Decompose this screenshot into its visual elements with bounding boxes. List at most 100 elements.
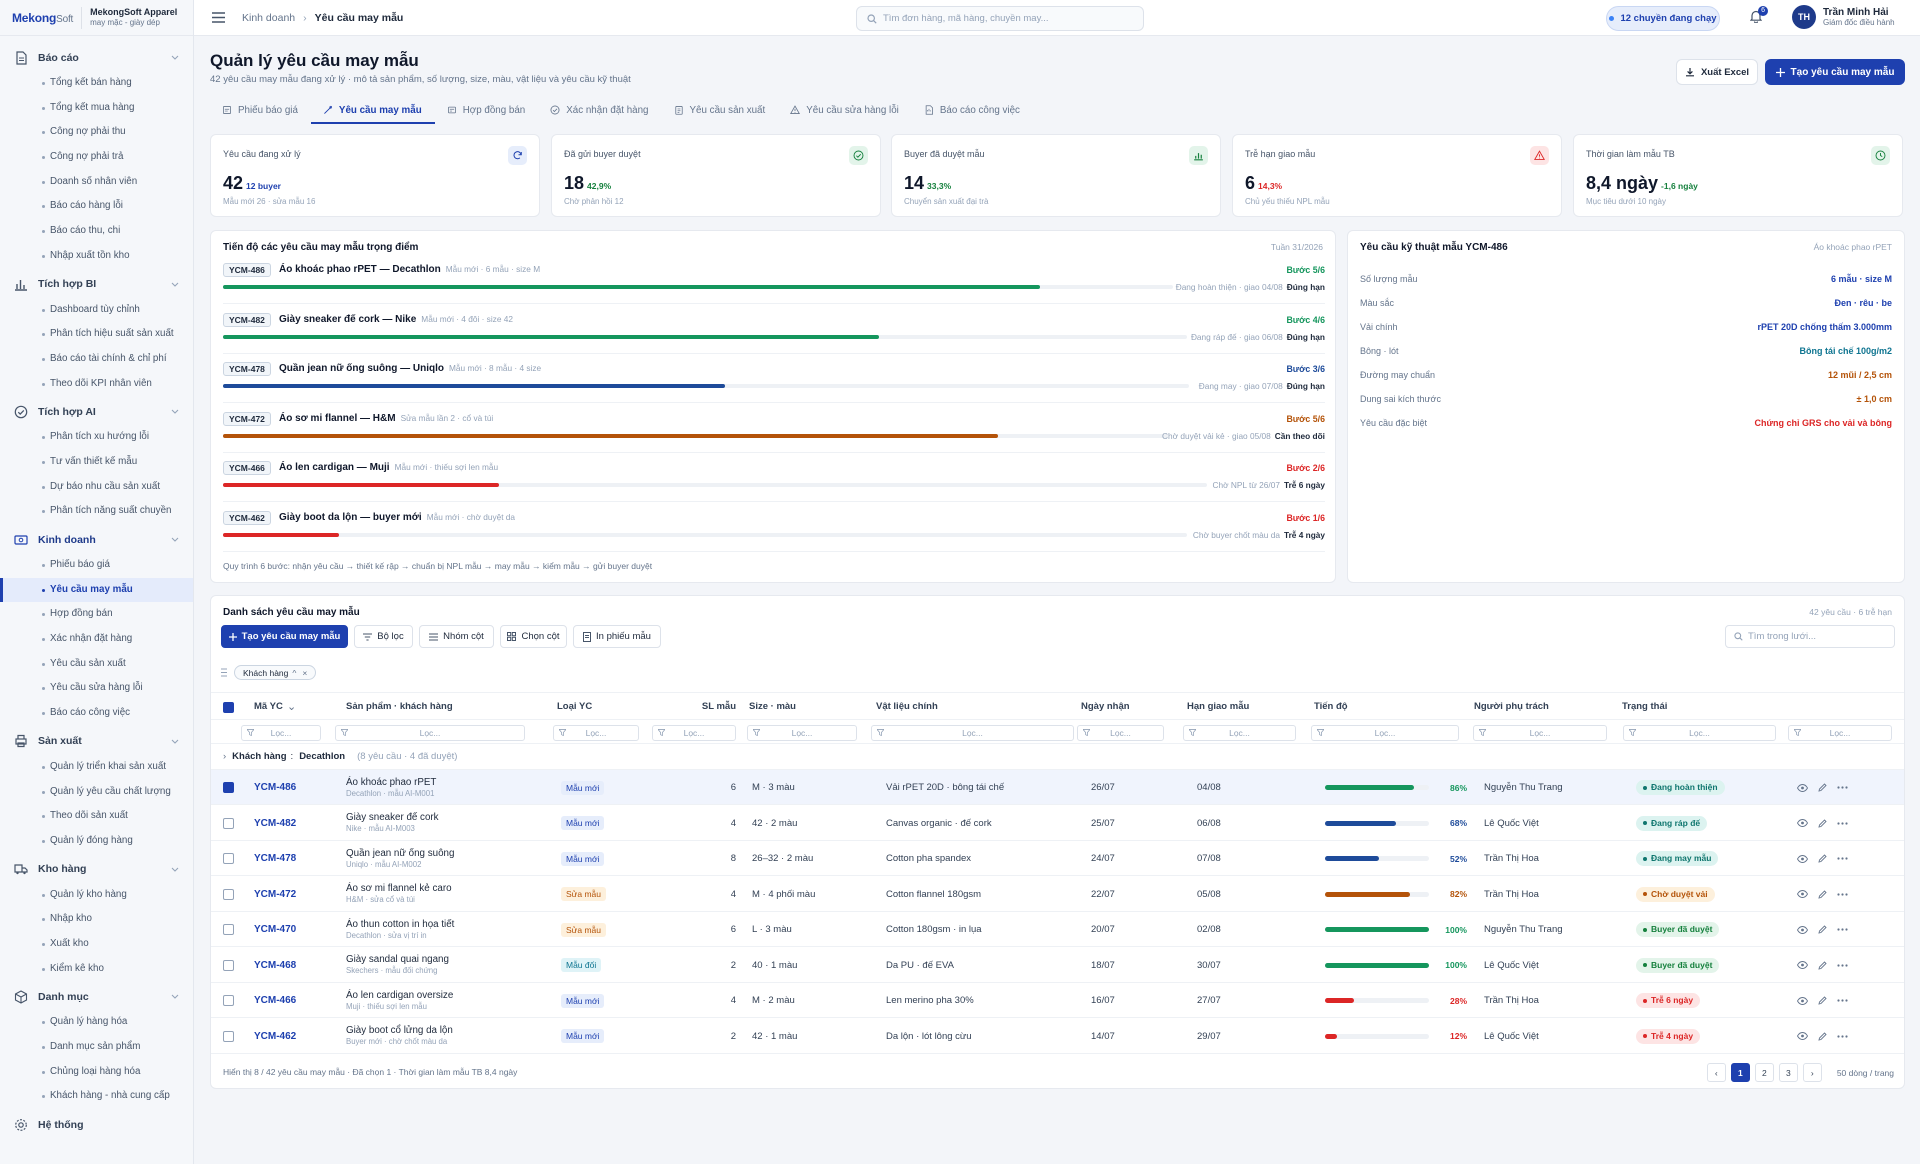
row-checkbox[interactable]: [223, 995, 234, 1006]
row-checkbox[interactable]: [223, 782, 234, 793]
more-options-icon[interactable]: [1837, 892, 1848, 896]
sidebar-item-theo-doi-kpi-nhan-vien[interactable]: Theo dõi KPI nhân viên: [0, 372, 193, 397]
column-header-size-mau[interactable]: Size · màu: [749, 701, 796, 712]
export-excel-button[interactable]: Xuất Excel: [1676, 59, 1758, 85]
sidebar-item-tong-ket-mua-hang[interactable]: Tổng kết mua hàng: [0, 96, 193, 121]
sidebar-group-tich-hop-ai[interactable]: Tích hợp AI: [0, 398, 193, 425]
column-filter-input[interactable]: Lọc...: [1788, 725, 1892, 741]
edit-icon[interactable]: [1818, 925, 1827, 934]
table-row[interactable]: YCM-468 Giày sandal quai ngang Skechers · …: [211, 948, 1904, 983]
drag-handle-icon[interactable]: [221, 668, 227, 677]
tab-yeu-cau-sua-hang-loi[interactable]: Yêu cầu sửa hàng lỗi: [778, 98, 912, 122]
global-search-input[interactable]: Tìm đơn hàng, mã hàng, chuyền may...: [856, 6, 1144, 31]
sidebar-item-quan-ly-kho-hang[interactable]: Quản lý kho hàng: [0, 883, 193, 908]
edit-icon[interactable]: [1818, 854, 1827, 863]
sidebar-item-yeu-cau-may-mau[interactable]: Yêu cầu may mẫu: [0, 577, 193, 603]
progress-row-ycm-462[interactable]: YCM-462 Giày boot da lộn — buyer mới Mẫu m…: [223, 503, 1325, 552]
select-all-checkbox[interactable]: [223, 702, 234, 713]
column-filter-input[interactable]: Lọc...: [871, 725, 1074, 741]
sidebar-item-doanh-so-nhan-vien[interactable]: Doanh số nhân viên: [0, 170, 193, 195]
column-filter-input[interactable]: Lọc...: [553, 725, 639, 741]
sidebar-group-tich-hop-bi[interactable]: Tích hợp BI: [0, 271, 193, 298]
progress-row-ycm-472[interactable]: YCM-472 Áo sơ mi flannel — H&M Sửa mẫu lần…: [223, 404, 1325, 453]
tab-phieu-bao-gia[interactable]: Phiếu báo giá: [210, 98, 311, 122]
progress-row-ycm-486[interactable]: YCM-486 Áo khoác phao rPET — Decathlon Mẫu…: [223, 255, 1325, 304]
column-filter-input[interactable]: Lọc...: [1311, 725, 1459, 741]
group-columns-button[interactable]: Nhóm cột: [419, 625, 494, 648]
eye-icon[interactable]: [1797, 783, 1808, 792]
eye-icon[interactable]: [1797, 819, 1808, 827]
sidebar-item-theo-doi-san-xuat[interactable]: Theo dõi sản xuất: [0, 804, 193, 829]
column-filter-input[interactable]: Lọc...: [1077, 725, 1164, 741]
more-options-icon[interactable]: [1837, 786, 1848, 789]
column-header-vat-lieu-chinh[interactable]: Vật liệu chính: [876, 701, 938, 712]
request-code-link[interactable]: YCM-462: [254, 1030, 297, 1042]
request-code-link[interactable]: YCM-472: [254, 888, 297, 900]
chevron-down-icon[interactable]: [171, 282, 179, 287]
more-options-icon[interactable]: [1837, 928, 1848, 931]
sidebar-item-phan-tich-hieu-suat-san-xuat[interactable]: Phân tích hiệu suất sản xuất: [0, 322, 193, 347]
table-row[interactable]: YCM-472 Áo sơ mi flannel kẻ caro H&M · sửa…: [211, 877, 1904, 912]
sidebar-item-nhap-kho[interactable]: Nhập kho: [0, 907, 193, 932]
sidebar-item-cong-no-phai-thu[interactable]: Công nợ phải thu: [0, 120, 193, 145]
sidebar-item-quan-ly-dong-hang[interactable]: Quản lý đóng hàng: [0, 829, 193, 854]
column-filter-input[interactable]: Lọc...: [1623, 725, 1776, 741]
row-checkbox[interactable]: [223, 853, 234, 864]
column-filter-input[interactable]: Lọc...: [335, 725, 525, 741]
request-code-link[interactable]: YCM-478: [254, 853, 297, 864]
edit-icon[interactable]: [1818, 960, 1827, 970]
table-row[interactable]: YCM-470 Áo thun cotton in họa tiết Decathl…: [211, 912, 1904, 947]
sidebar-item-xuat-kho[interactable]: Xuất kho: [0, 932, 193, 957]
row-checkbox[interactable]: [223, 959, 234, 971]
eye-icon[interactable]: [1797, 854, 1808, 863]
sidebar-item-quan-ly-yeu-cau-chat-luong[interactable]: Quản lý yêu cầu chất lượng: [0, 780, 193, 805]
eye-icon[interactable]: [1797, 961, 1808, 969]
grid-create-button[interactable]: Tạo yêu cầu may mẫu: [221, 625, 348, 648]
edit-icon[interactable]: [1818, 1031, 1827, 1041]
sidebar-item-hop-dong-ban[interactable]: Hợp đồng bán: [0, 602, 193, 627]
sidebar-item-kiem-ke-kho[interactable]: Kiểm kê kho: [0, 957, 193, 982]
sidebar-group-kho-hang[interactable]: Kho hàng: [0, 856, 193, 883]
sidebar-item-phieu-bao-gia[interactable]: Phiếu báo giá: [0, 553, 193, 578]
column-filter-input[interactable]: Lọc...: [241, 725, 321, 741]
more-options-icon[interactable]: [1837, 857, 1848, 860]
table-row[interactable]: YCM-482 Giày sneaker đế cork Nike · mẫu AI…: [211, 806, 1904, 841]
print-sample-button[interactable]: In phiếu mẫu: [573, 625, 661, 648]
sidebar-group-san-xuat[interactable]: Sản xuất: [0, 728, 193, 755]
column-filter-input[interactable]: Lọc...: [1473, 725, 1607, 741]
request-code-link[interactable]: YCM-470: [254, 924, 297, 935]
sidebar-item-tu-van-thiet-ke-mau[interactable]: Tư vấn thiết kế mẫu: [0, 450, 193, 475]
tab-bao-cao-cong-viec[interactable]: Báo cáo công việc: [912, 98, 1033, 122]
edit-icon[interactable]: [1818, 818, 1827, 828]
column-filter-input[interactable]: Lọc...: [1183, 725, 1296, 741]
filter-button[interactable]: Bộ lọc: [354, 625, 413, 648]
chevron-down-icon[interactable]: [171, 994, 179, 1000]
rows-per-page-select[interactable]: 50 dòng / trang: [1836, 1067, 1894, 1078]
chevron-down-icon[interactable]: [171, 867, 179, 872]
sidebar-item-phan-tich-xu-huong-loi[interactable]: Phân tích xu hướng lỗi: [0, 425, 193, 450]
sidebar-item-xac-nhan-dat-hang[interactable]: Xác nhận đặt hàng: [0, 627, 193, 652]
sidebar-group-bao-cao[interactable]: Báo cáo: [0, 44, 193, 71]
eye-icon[interactable]: [1797, 996, 1808, 1005]
sidebar-item-khach-hang-nha-cung-cap[interactable]: Khách hàng - nhà cung cấp: [0, 1084, 193, 1109]
request-code-link[interactable]: YCM-466: [254, 995, 297, 1006]
sidebar-item-dashboard-tuy-chinh[interactable]: Dashboard tùy chỉnh: [0, 298, 193, 323]
column-header-nguoi-phu-trach[interactable]: Người phụ trách: [1474, 701, 1549, 712]
user-menu[interactable]: TH Trần Minh Hải Giám đốc điều hành: [1792, 5, 1895, 29]
edit-icon[interactable]: [1818, 889, 1827, 899]
column-filter-input[interactable]: Lọc...: [652, 725, 736, 741]
column-header-han-giao-mau[interactable]: Hạn giao mẫu: [1187, 701, 1250, 712]
logo[interactable]: MekongSoft: [12, 10, 74, 25]
page-3-button[interactable]: 3: [1778, 1063, 1798, 1082]
column-header-tien-do[interactable]: Tiến độ: [1314, 701, 1348, 712]
tab-hop-dong-ban[interactable]: Hợp đồng bán: [435, 98, 539, 122]
table-row[interactable]: YCM-462 Giày boot cổ lửng da lộn Buyer mới…: [211, 1019, 1904, 1054]
column-header-san-pham-khach-hang[interactable]: Sản phẩm · khách hàng: [346, 701, 453, 712]
edit-icon[interactable]: [1818, 996, 1827, 1005]
sidebar-item-du-bao-nhu-cau-san-xuat[interactable]: Dự báo nhu cầu sản xuất: [0, 475, 193, 500]
page-1-button[interactable]: 1: [1730, 1063, 1750, 1082]
table-row[interactable]: YCM-466 Áo len cardigan oversize Muji · th…: [211, 983, 1904, 1018]
edit-icon[interactable]: [1818, 783, 1827, 792]
column-header-sl-mau[interactable]: SL mẫu: [701, 701, 736, 712]
sidebar-group-kinh-doanh[interactable]: Kinh doanh: [0, 526, 193, 553]
